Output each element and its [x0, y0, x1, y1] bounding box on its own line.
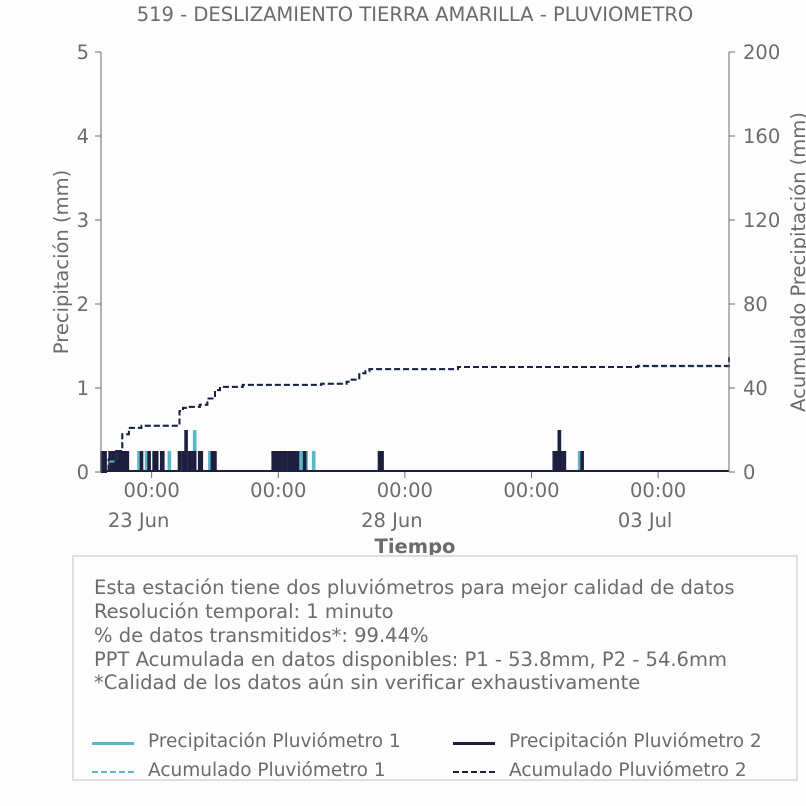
- legend-swatch-p1-acc: [92, 771, 134, 773]
- rain-bar: [147, 451, 151, 472]
- rain-bar: [276, 451, 281, 472]
- y2-tick-label: 200: [743, 41, 780, 64]
- rain-bar: [100, 451, 104, 472]
- y-tick-label: 5: [77, 41, 89, 64]
- rain-bar: [380, 451, 384, 472]
- rain-bar: [116, 451, 121, 472]
- rain-bar: [273, 451, 278, 472]
- y-tick-label: 1: [77, 377, 89, 400]
- y-tick-label: 4: [77, 125, 89, 148]
- x-tick-label: 00:00: [250, 479, 306, 502]
- rain-bar: [120, 451, 125, 472]
- y2-tick-label: 160: [743, 125, 780, 148]
- rain-bar: [577, 451, 582, 472]
- y2-axis-label: Acumulado Precipitación (mm): [787, 112, 806, 412]
- rain-bar: [181, 451, 185, 472]
- rain-bar: [580, 451, 584, 472]
- rain-bar: [278, 451, 283, 472]
- rain-bar: [192, 451, 197, 472]
- rain-bar: [311, 451, 316, 472]
- rain-bar: [144, 451, 149, 472]
- rain-bar: [103, 451, 107, 472]
- info-panel: Esta estación tiene dos pluviómetros par…: [72, 555, 798, 781]
- y2-tick-label: 80: [743, 293, 768, 316]
- y-tick-label: 0: [77, 461, 89, 484]
- legend-label-p1-acc: Acumulado Pluviómetro 1: [148, 760, 386, 781]
- rain-chart: 519 - DESLIZAMIENTO TIERRA AMARILLA - PL…: [50, 3, 806, 558]
- y-tick-label: 2: [77, 293, 89, 316]
- legend-swatch-p1-rain: [92, 742, 134, 745]
- rain-bar: [154, 451, 159, 472]
- rain-bar: [187, 451, 192, 472]
- rain-bar: [562, 451, 567, 472]
- x-tick-label: 00:00: [377, 479, 433, 502]
- rain-bar: [123, 451, 128, 472]
- x-date-label: 28 Jun: [361, 509, 422, 532]
- legend-label-p2-rain: Precipitación Pluviómetro 2: [509, 731, 762, 752]
- rain-bar: [113, 451, 117, 472]
- y-axis-label: Precipitación (mm): [50, 170, 73, 354]
- info-line-resolution: Resolución temporal: 1 minuto: [94, 600, 394, 623]
- rain-bar: [139, 451, 144, 472]
- rain-bar: [559, 451, 563, 472]
- info-line-accumulated: PPT Acumulada en datos disponibles: P1 -…: [94, 648, 727, 671]
- y2-tick-label: 40: [743, 377, 768, 400]
- info-line-transmitted: % de datos transmitidos*: 99.44%: [94, 624, 429, 647]
- rain-bar: [284, 451, 288, 472]
- rain-bar: [184, 430, 188, 472]
- rain-bar: [292, 451, 297, 472]
- rain-bar: [167, 451, 172, 472]
- x-axis-label: Tiempo: [375, 535, 456, 558]
- rain-bar: [137, 451, 141, 472]
- y-tick-label: 3: [77, 209, 89, 232]
- rain-bar: [553, 451, 558, 472]
- rain-bar: [208, 451, 212, 472]
- x-tick-label: 00:00: [630, 479, 686, 502]
- rain-bar: [125, 451, 130, 472]
- rain-bar: [177, 451, 182, 472]
- rain-bar: [299, 451, 303, 472]
- rain-bar: [213, 451, 217, 472]
- chart-title: 519 - DESLIZAMIENTO TIERRA AMARILLA - PL…: [137, 3, 694, 26]
- legend-swatch-p2-acc: [453, 771, 495, 773]
- rain-bar: [295, 451, 300, 472]
- rain-bar: [152, 451, 156, 472]
- x-tick-label: 00:00: [124, 479, 180, 502]
- legend-label-p1-rain: Precipitación Pluviómetro 1: [148, 731, 401, 752]
- rain-bar: [290, 451, 295, 472]
- rain-bar: [160, 451, 165, 472]
- info-line-quality: Esta estación tiene dos pluviómetros par…: [94, 576, 735, 599]
- x-date-label: 03 Jul: [618, 509, 673, 532]
- legend-swatch-p2-rain: [453, 742, 495, 745]
- y2-tick-label: 120: [743, 209, 780, 232]
- rain-bar: [190, 451, 194, 472]
- rain-bar: [377, 451, 382, 472]
- y2-tick-label: 0: [743, 461, 755, 484]
- legend-label-p2-acc: Acumulado Pluviómetro 2: [509, 760, 747, 781]
- cumulative-line: [101, 357, 730, 473]
- x-date-label: 23 Jun: [108, 509, 169, 532]
- rain-bar: [302, 451, 307, 472]
- rain-bar: [287, 451, 292, 472]
- x-tick-label: 00:00: [503, 479, 559, 502]
- rain-bar: [271, 451, 275, 472]
- rain-bar: [199, 451, 204, 472]
- info-line-disclaimer: *Calidad de los datos aún sin verificar …: [94, 671, 641, 694]
